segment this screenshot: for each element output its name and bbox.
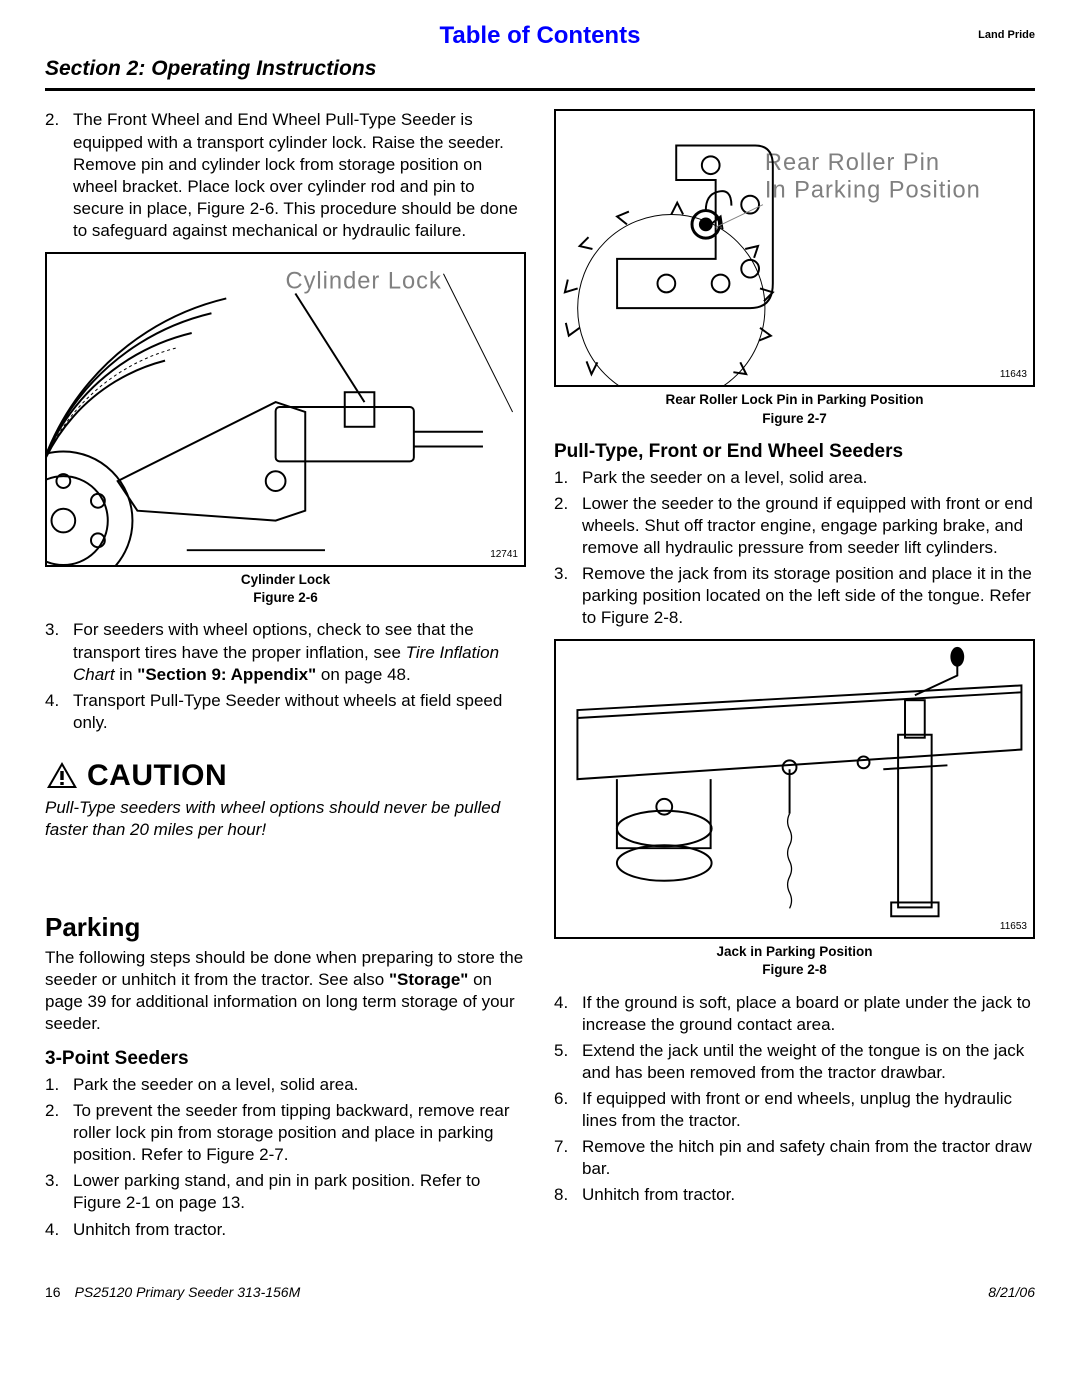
page-footer: 16 PS25120 Primary Seeder 313-156M 8/21/… [45, 1283, 1035, 1301]
diagram-label: Rear Roller Pin [765, 151, 940, 177]
list-item: 3. For seeders with wheel options, check… [45, 619, 526, 685]
list-item: 2. The Front Wheel and End Wheel Pull-Ty… [45, 109, 526, 242]
parking-intro: The following steps should be done when … [45, 947, 526, 1035]
list-text: Transport Pull-Type Seeder without wheel… [73, 690, 526, 734]
list-item: 2.To prevent the seeder from tipping bac… [45, 1100, 526, 1166]
warning-icon [45, 760, 79, 790]
list-item: 7.Remove the hitch pin and safety chain … [554, 1136, 1035, 1180]
list-number: 2. [45, 109, 73, 242]
list-item: 6.If equipped with front or end wheels, … [554, 1088, 1035, 1132]
list-number: 4. [45, 690, 73, 734]
figure-2-7: Rear Roller Pin In Parking Position [554, 109, 1035, 387]
jack-diagram [556, 641, 1033, 937]
page-number: 16 [45, 1283, 61, 1301]
figure-2-8: 11653 [554, 639, 1035, 939]
figure-id: 12741 [490, 548, 518, 561]
figure-2-6: Cylinder Lock [45, 252, 526, 567]
figure-caption: Jack in Parking Position Figure 2-8 [554, 943, 1035, 979]
list-item: 4. Transport Pull-Type Seeder without wh… [45, 690, 526, 734]
left-column: 2. The Front Wheel and End Wheel Pull-Ty… [45, 109, 526, 1244]
three-point-heading: 3-Point Seeders [45, 1047, 526, 1072]
section-title: Section 2: Operating Instructions [45, 55, 1035, 82]
right-column: Rear Roller Pin In Parking Position [554, 109, 1035, 1244]
figure-id: 11643 [1000, 368, 1027, 381]
figure-caption: Rear Roller Lock Pin in Parking Position… [554, 391, 1035, 427]
list-item: 3.Remove the jack from its storage posit… [554, 563, 1035, 629]
list-number: 3. [45, 619, 73, 685]
list-item: 2.Lower the seeder to the ground if equi… [554, 493, 1035, 559]
list-item: 8.Unhitch from tractor. [554, 1184, 1035, 1206]
page-header: Table of Contents Land Pride [45, 20, 1035, 51]
caution-word: CAUTION [87, 756, 227, 795]
footer-date: 8/21/06 [988, 1283, 1035, 1301]
diagram-label: In Parking Position [765, 178, 981, 204]
list-item: 5.Extend the jack until the weight of th… [554, 1040, 1035, 1084]
list-item: 3.Lower parking stand, and pin in park p… [45, 1170, 526, 1214]
figure-id: 11653 [1000, 920, 1027, 933]
caution-text: Pull-Type seeders with wheel options sho… [45, 797, 526, 841]
brand-label: Land Pride [978, 28, 1035, 42]
cylinder-lock-diagram: Cylinder Lock [47, 254, 524, 565]
toc-link[interactable]: Table of Contents [45, 20, 1035, 51]
roller-pin-diagram: Rear Roller Pin In Parking Position [556, 111, 1033, 385]
two-column-layout: 2. The Front Wheel and End Wheel Pull-Ty… [45, 109, 1035, 1244]
pull-type-heading: Pull-Type, Front or End Wheel Seeders [554, 440, 1035, 465]
header-rule [45, 88, 1035, 91]
list-item: 1.Park the seeder on a level, solid area… [45, 1074, 526, 1096]
doc-id: PS25120 Primary Seeder 313-156M [75, 1283, 301, 1301]
list-text: The Front Wheel and End Wheel Pull-Type … [73, 109, 526, 242]
list-item: 1.Park the seeder on a level, solid area… [554, 467, 1035, 489]
parking-heading: Parking [45, 911, 526, 945]
list-item: 4.If the ground is soft, place a board o… [554, 992, 1035, 1036]
diagram-label: Cylinder Lock [286, 269, 442, 295]
list-text: For seeders with wheel options, check to… [73, 619, 526, 685]
figure-caption: Cylinder Lock Figure 2-6 [45, 571, 526, 607]
caution-heading: CAUTION [45, 756, 526, 795]
list-item: 4.Unhitch from tractor. [45, 1219, 526, 1241]
